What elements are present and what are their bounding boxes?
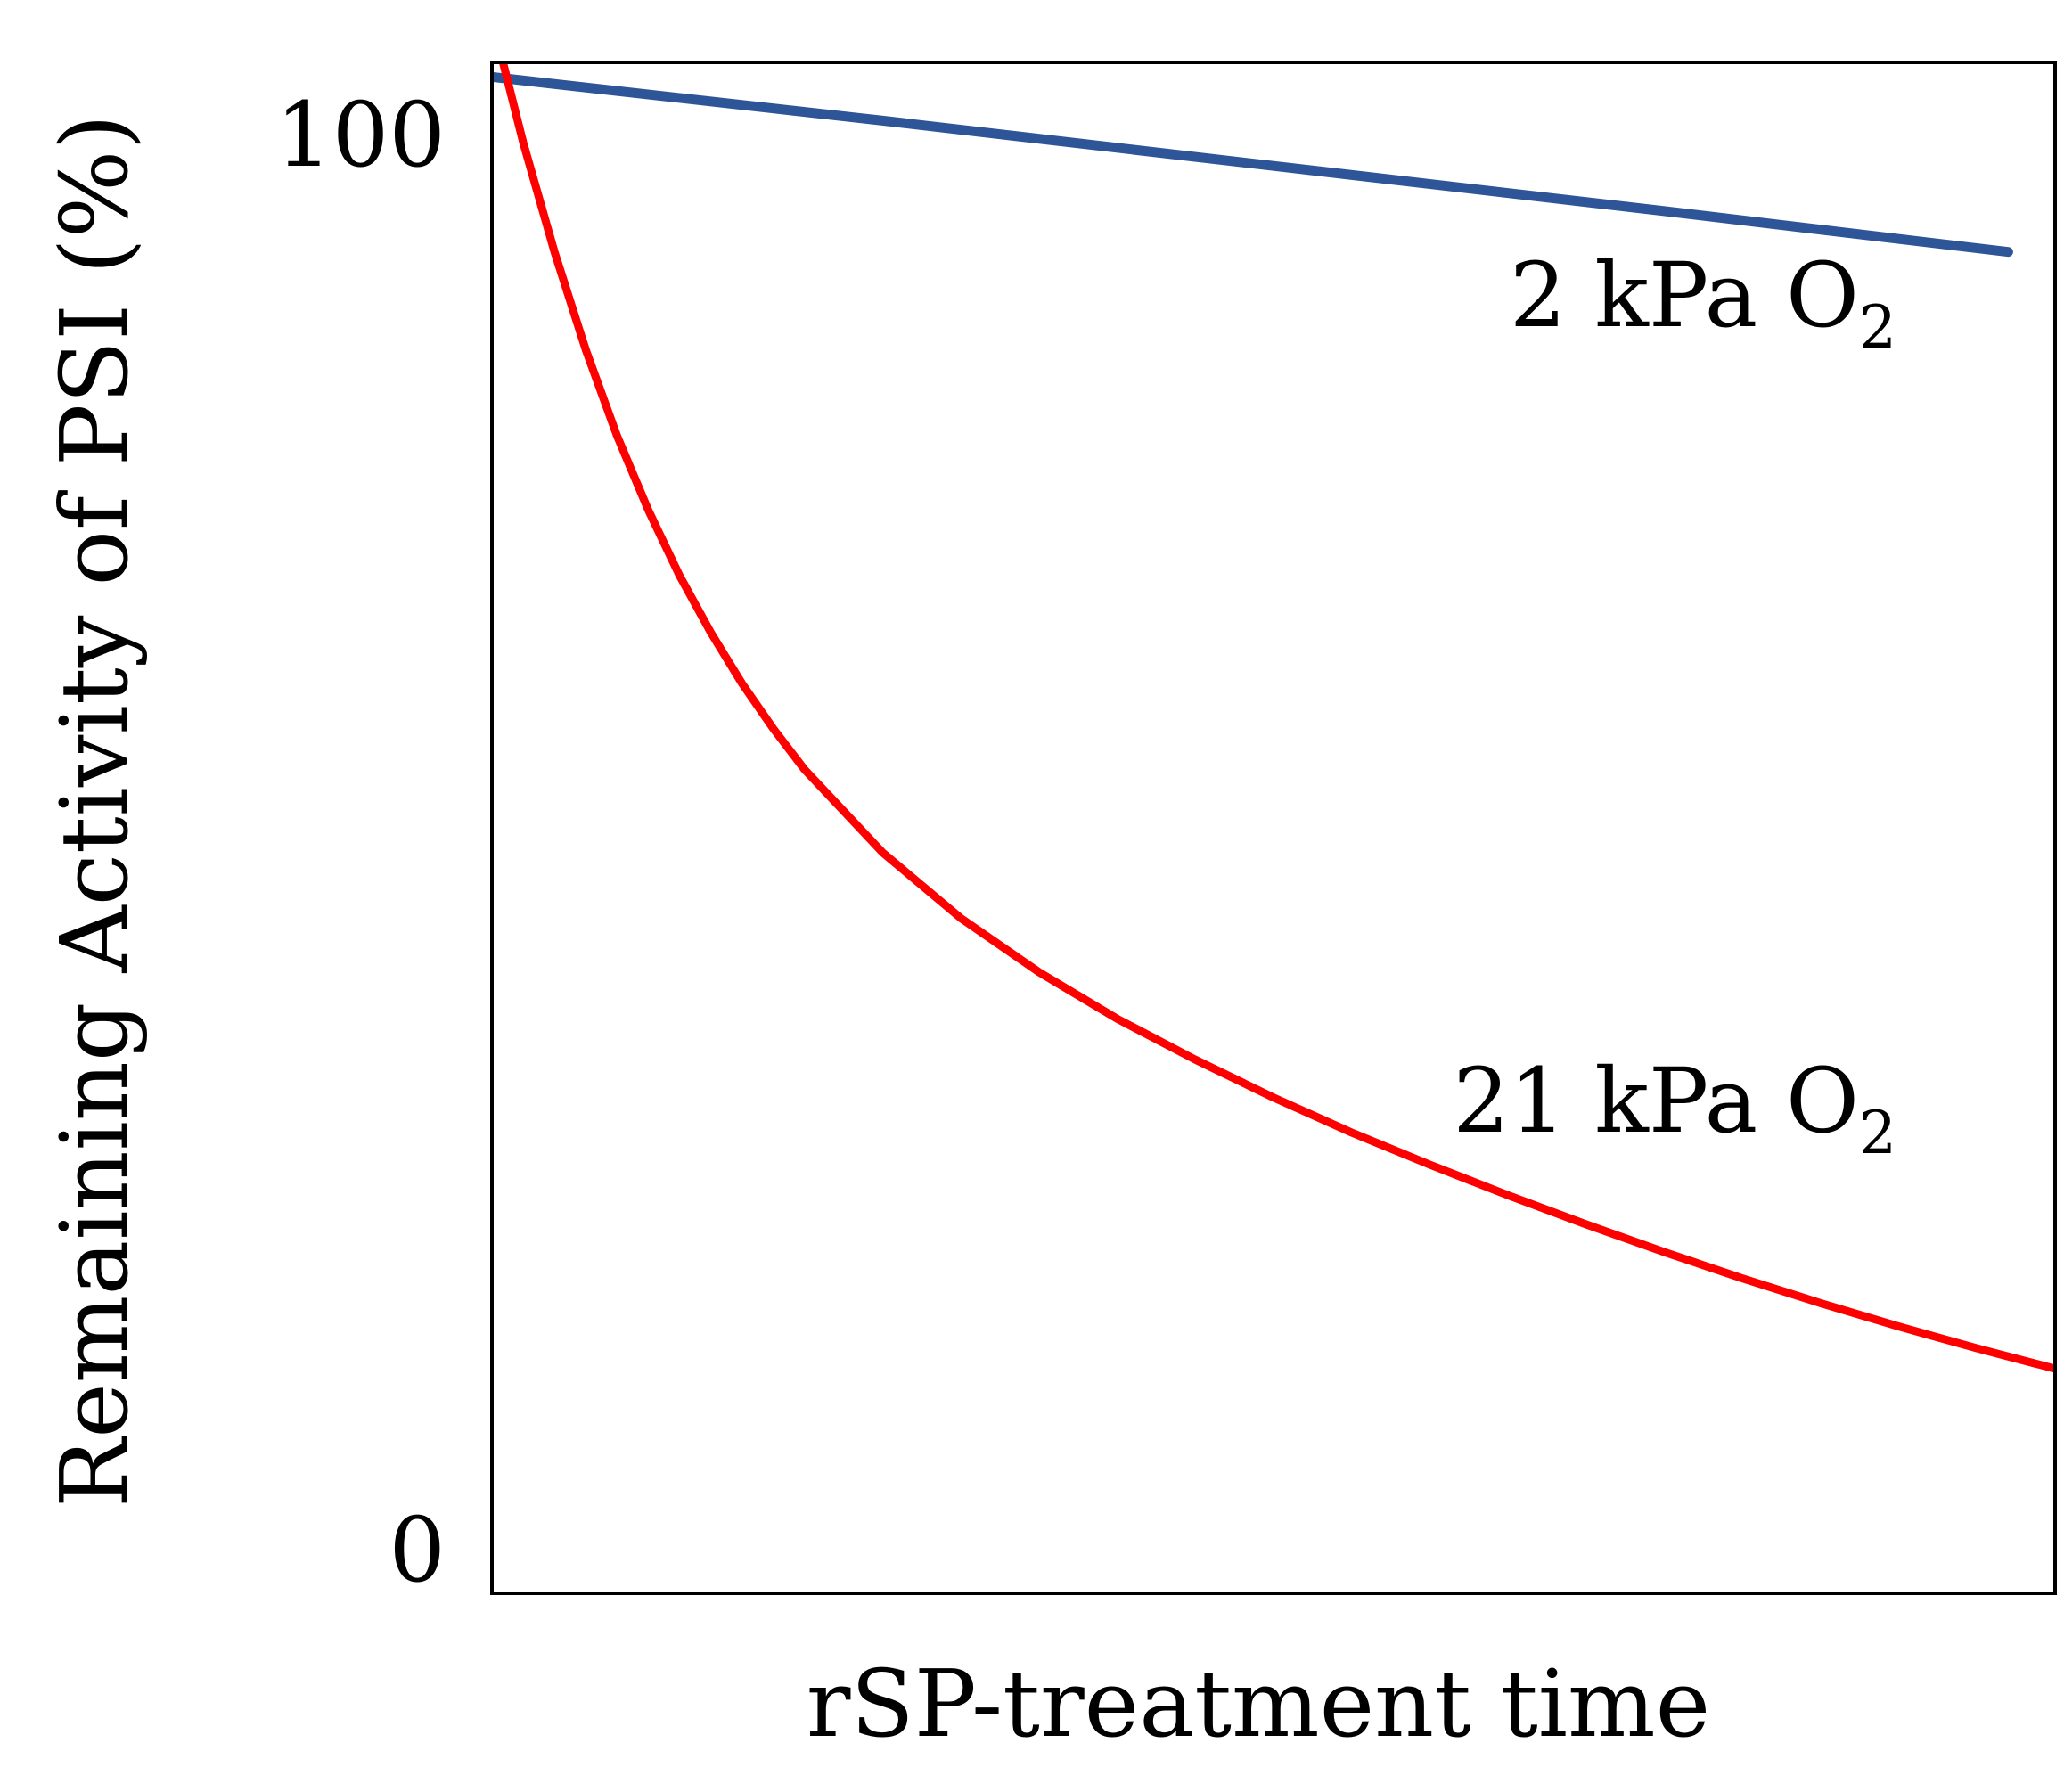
series-label-2kpa-sub: 2 bbox=[1859, 293, 1896, 362]
series-line-21kpa bbox=[498, 62, 2055, 1373]
y-axis-ticks: 0 100 bbox=[275, 83, 446, 1602]
series-line-2kpa bbox=[492, 71, 2013, 258]
series-label-21kpa-main: 21 kPa O bbox=[1453, 1049, 1859, 1153]
series-label-21kpa: 21 kPa O2 bbox=[1453, 1049, 1896, 1167]
y-axis-label: Remaining Activity of PSI (%) bbox=[40, 114, 149, 1508]
x-axis-label: rSP-treatment time bbox=[807, 1649, 1710, 1758]
plot-frame bbox=[490, 61, 2057, 1595]
series-label-2kpa-main: 2 kPa O bbox=[1510, 243, 1859, 348]
y-tick-label-0: 0 bbox=[389, 1498, 446, 1602]
y-tick-label-100: 100 bbox=[275, 83, 446, 187]
series-label-21kpa-sub: 2 bbox=[1859, 1099, 1896, 1167]
plot-area bbox=[492, 62, 2055, 1373]
series-label-2kpa: 2 kPa O2 bbox=[1510, 243, 1896, 362]
